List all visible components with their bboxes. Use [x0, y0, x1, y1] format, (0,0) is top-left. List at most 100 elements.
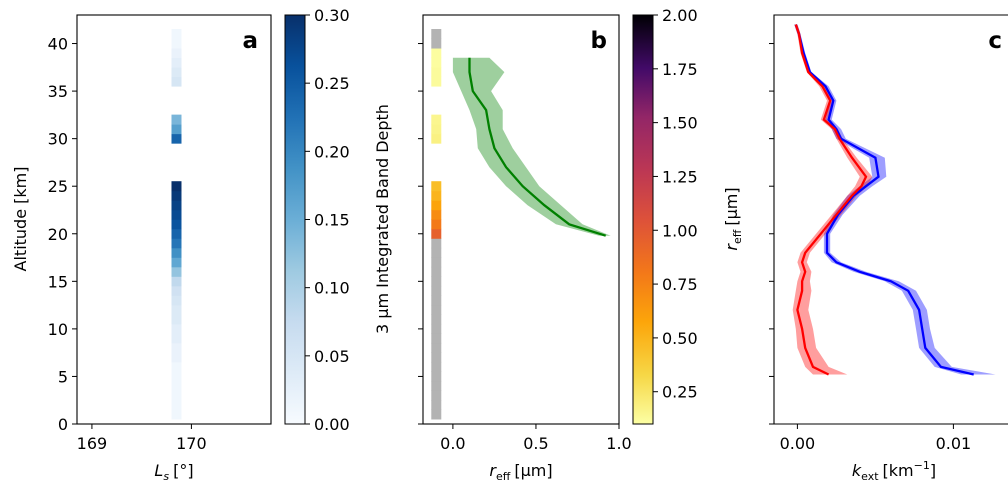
band-depth-marker [171, 200, 182, 211]
kext-line [794, 24, 868, 376]
colorbar-tick-label: 0.15 [314, 211, 350, 230]
reff-marker [431, 247, 442, 258]
panel-a-xlabel: Ls [°] [154, 461, 193, 483]
colorbar-a-label: 3 μm Integrated Band Depth [373, 104, 392, 334]
band-depth-marker [171, 371, 182, 382]
band-depth-marker [171, 361, 182, 372]
reff-marker [431, 200, 442, 211]
reff-marker [431, 257, 442, 268]
panel-c: 0.00 0.01 c kext [km−1] [769, 14, 1008, 483]
colorbar-a: 0.00 0.05 0.10 0.15 0.20 0.25 0.30 3 μm Integr… [284, 6, 392, 434]
x-tick-label: 0.01 [936, 434, 972, 453]
panel-c-bands [792, 24, 996, 375]
colorbar-tick-label: 0.75 [662, 275, 698, 294]
band-depth-marker [171, 380, 182, 391]
reff-marker [431, 276, 442, 287]
colorbar-tick-label: 1.50 [662, 114, 698, 133]
panel-b-label: b [591, 28, 607, 54]
panel-c-xlabel-main: k [852, 461, 862, 480]
panel-b-band [452, 57, 611, 236]
reff-marker [431, 371, 442, 382]
reff-marker [431, 399, 442, 410]
band-depth-marker [171, 76, 182, 87]
band-depth-marker [171, 304, 182, 315]
colorbar-b-label: reff [μm] [722, 187, 744, 250]
reff-marker [431, 390, 442, 401]
panel-a-xlabel-sub: s [163, 470, 169, 483]
colorbar-tick-label: 0.25 [314, 74, 350, 93]
panel-b-xticks: 0.0 0.5 1.0 [440, 424, 632, 453]
reff-marker [431, 228, 442, 239]
reff-marker [431, 342, 442, 353]
colorbar-b-label-unit: [μm] [722, 187, 741, 225]
band-depth-marker [171, 399, 182, 410]
panel-b-xlabel-unit: [μm] [514, 461, 552, 480]
panel-a-frame [76, 14, 272, 425]
reff-marker [431, 124, 442, 135]
reff-marker [431, 76, 442, 87]
y-tick-label: 20 [48, 225, 68, 244]
reff-marker [431, 38, 442, 49]
colorbar-tick-label: 1.00 [662, 221, 698, 240]
colorbar-b: 0.25 0.50 0.75 1.00 1.25 1.50 1.75 2.00 reff [μm… [632, 6, 744, 425]
panel-a-markers [171, 29, 182, 420]
band-depth-marker [171, 114, 182, 125]
panel-a-ylabel: Altitude [km] [11, 167, 30, 272]
colorbar-a-gradient [284, 14, 306, 425]
colorbar-tick-label: 0.20 [314, 142, 350, 161]
colorbar-tick-label: 1.25 [662, 167, 698, 186]
reff-marker [431, 209, 442, 220]
panel-a-xticks: 169 170 [77, 424, 207, 453]
panel-c-xlabel-sup: −1 [914, 459, 930, 472]
reff-marker [431, 361, 442, 372]
kext-line [794, 24, 974, 376]
x-tick-label: 170 [176, 434, 207, 453]
x-tick-label: 0.0 [440, 434, 465, 453]
band-depth-marker [171, 38, 182, 49]
band-depth-marker [171, 219, 182, 230]
panel-c-xlabel: kext [km−1] [852, 459, 936, 483]
band-depth-marker [171, 390, 182, 401]
panel-c-xticks: 0.00 0.01 [780, 424, 972, 453]
reff-marker [431, 352, 442, 363]
panel-c-yticks [769, 43, 774, 425]
band-depth-marker [171, 409, 182, 420]
x-tick-label: 1.0 [606, 434, 631, 453]
band-depth-marker [171, 323, 182, 334]
band-depth-marker [171, 181, 182, 192]
reff-marker [431, 190, 442, 201]
reff-marker [431, 238, 442, 249]
panel-b-frame [422, 14, 620, 425]
band-depth-marker [171, 238, 182, 249]
y-tick-label: 40 [48, 35, 68, 54]
panel-a-xlabel-main: L [154, 461, 163, 480]
reff-marker [431, 333, 442, 344]
band-depth-marker [171, 333, 182, 344]
panel-c-frame [773, 14, 1008, 425]
y-tick-label: 0 [58, 415, 68, 434]
reff-marker [431, 29, 442, 40]
reff-marker [431, 57, 442, 68]
band-depth-marker [171, 342, 182, 353]
y-tick-label: 10 [48, 320, 68, 339]
panel-b-markers [431, 29, 442, 420]
y-tick-label: 35 [48, 82, 68, 101]
reff-marker [431, 48, 442, 59]
band-depth-marker [171, 257, 182, 268]
band-depth-marker [171, 48, 182, 59]
reff-marker [431, 181, 442, 192]
reff-marker [431, 133, 442, 144]
panel-a-label: a [242, 28, 258, 54]
colorbar-tick-label: 2.00 [662, 6, 698, 25]
reff-marker [431, 114, 442, 125]
panel-c-label: c [988, 28, 1002, 54]
reff-marker [431, 67, 442, 78]
y-tick-label: 30 [48, 130, 68, 149]
band-depth-marker [171, 352, 182, 363]
reff-marker [431, 314, 442, 325]
band-depth-marker [171, 133, 182, 144]
reff-marker [431, 409, 442, 420]
band-depth-marker [171, 314, 182, 325]
band-depth-marker [171, 276, 182, 287]
